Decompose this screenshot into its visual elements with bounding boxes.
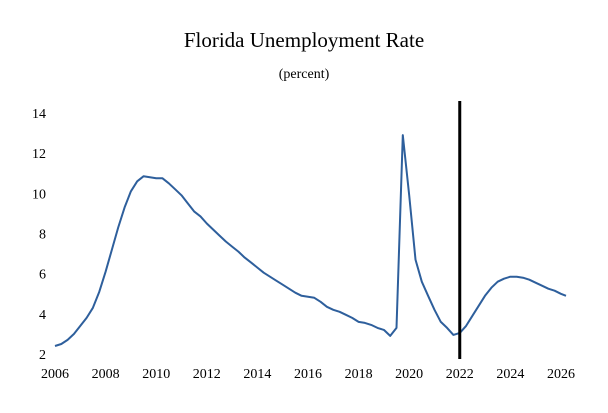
y-axis-tick-labels: 2 4 6 8 10 12 14	[32, 107, 46, 363]
chart-title: Florida Unemployment Rate	[184, 28, 424, 52]
x-tick-label: 2010	[142, 367, 170, 382]
x-tick-label: 2014	[243, 367, 271, 382]
x-tick-label: 2022	[446, 367, 474, 382]
chart-subtitle: (percent)	[279, 67, 330, 82]
x-tick-label: 2008	[92, 367, 120, 382]
x-tick-label: 2006	[41, 367, 69, 382]
x-tick-label: 2024	[496, 367, 524, 382]
x-tick-label: 2026	[547, 367, 575, 382]
series-line	[54, 134, 567, 347]
y-tick-label: 12	[32, 147, 46, 162]
y-tick-label: 4	[39, 308, 46, 323]
x-tick-label: 2012	[193, 367, 221, 382]
y-tick-label: 8	[39, 228, 46, 243]
plot-area	[54, 101, 567, 359]
y-tick-label: 2	[39, 348, 46, 363]
x-tick-label: 2016	[294, 367, 322, 382]
x-axis-tick-labels: 2006 2008 2010 2012 2014 2016 2018 2020 2022 2024…	[41, 367, 575, 382]
y-tick-label: 14	[32, 107, 46, 122]
y-tick-label: 10	[32, 187, 46, 202]
x-tick-label: 2020	[395, 367, 423, 382]
x-tick-label: 2018	[345, 367, 373, 382]
y-tick-label: 6	[39, 268, 46, 283]
